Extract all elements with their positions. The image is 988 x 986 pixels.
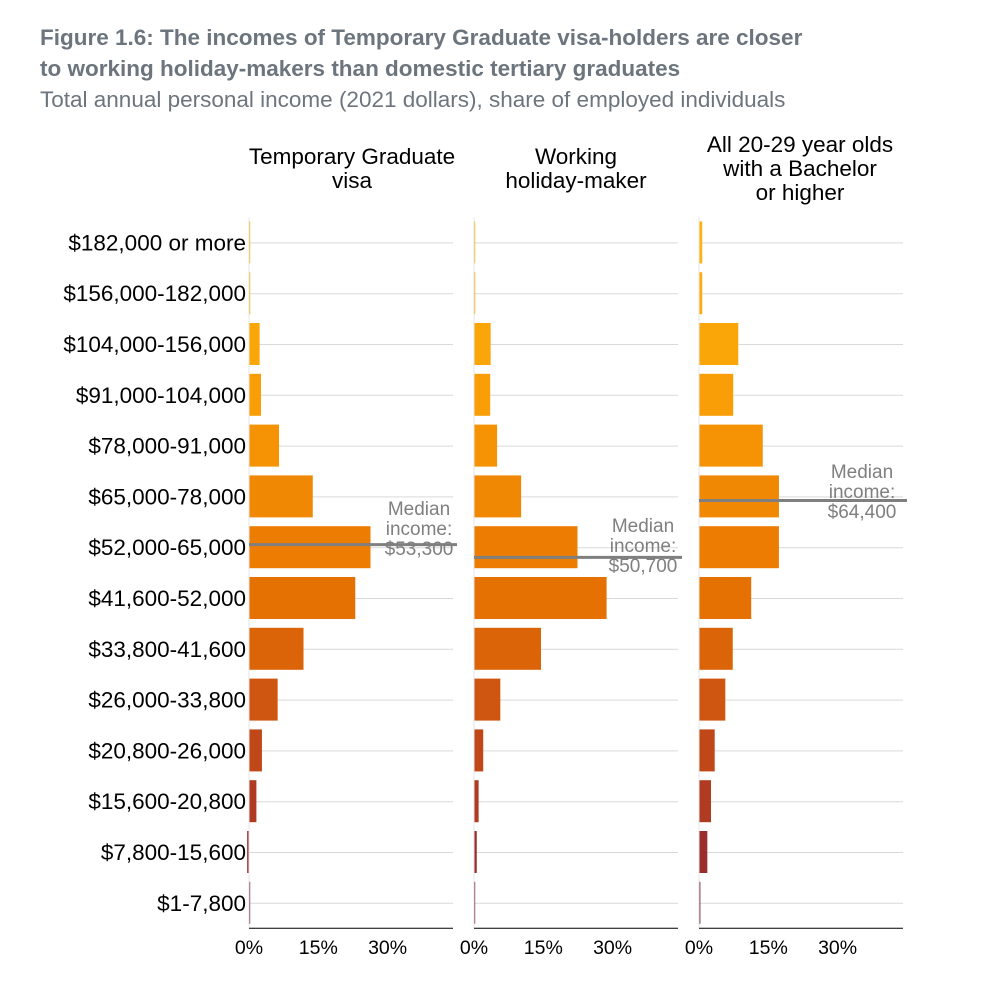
x-tick-label: 15% — [299, 937, 338, 959]
median-label: income: — [610, 536, 677, 557]
bar — [249, 272, 251, 315]
category-label: $1-7,800 — [157, 891, 246, 916]
median-label: income: — [829, 482, 896, 503]
median-label: Median — [612, 516, 674, 537]
bar — [699, 577, 752, 619]
panel-title: Temporary Graduate — [249, 144, 455, 169]
category-label: $26,000-33,800 — [88, 688, 246, 713]
bar — [474, 729, 484, 772]
bar — [247, 831, 249, 873]
bar — [249, 881, 251, 924]
median-label: Median — [831, 462, 893, 483]
bar — [474, 272, 476, 315]
bar — [699, 881, 701, 924]
category-label: $7,800-15,600 — [101, 840, 246, 865]
bar — [699, 272, 703, 315]
bar — [699, 323, 739, 365]
x-tick-label: 0% — [235, 937, 263, 959]
bar — [699, 424, 763, 467]
bar — [699, 221, 703, 264]
category-label: $15,600-20,800 — [88, 789, 246, 814]
x-tick-label: 15% — [524, 937, 563, 959]
bar — [699, 729, 715, 772]
bar — [699, 526, 779, 569]
x-tick-label: 0% — [460, 937, 488, 959]
bar — [249, 373, 262, 416]
category-label: $41,600-52,000 — [88, 586, 246, 611]
median-label: $64,400 — [828, 502, 897, 523]
x-tick-label: 15% — [749, 937, 788, 959]
bar — [699, 780, 712, 823]
category-label: $65,000-78,000 — [88, 484, 246, 509]
x-tick-label: 30% — [593, 937, 632, 959]
bar — [474, 577, 607, 619]
bar — [474, 678, 501, 721]
bar — [474, 221, 476, 264]
bar — [249, 323, 260, 365]
category-label: $52,000-65,000 — [88, 535, 246, 560]
chart-title: Figure 1.6: The incomes of Temporary Gra… — [40, 22, 940, 84]
bar — [474, 475, 522, 518]
category-label: $78,000-91,000 — [88, 434, 246, 459]
bar — [474, 780, 479, 823]
bar — [699, 373, 734, 416]
category-label: $104,000-156,000 — [63, 332, 246, 357]
panel-title: holiday-maker — [505, 168, 647, 193]
panel-title: with a Bachelor — [722, 156, 877, 181]
bar — [249, 627, 304, 670]
panel-title: Working — [535, 144, 617, 169]
bar — [474, 323, 491, 365]
category-label: $20,800-26,000 — [88, 738, 246, 763]
x-tick-label: 0% — [685, 937, 713, 959]
x-tick-label: 30% — [368, 937, 407, 959]
bar — [249, 678, 278, 721]
category-label: $182,000 or more — [68, 230, 246, 255]
bar — [474, 627, 541, 670]
bar — [249, 475, 313, 518]
bar — [249, 780, 257, 823]
bar — [474, 424, 498, 467]
median-label: income: — [386, 519, 453, 540]
panel-title: or higher — [756, 180, 845, 205]
panel-title: All 20-29 year olds — [707, 132, 893, 157]
median-label: $50,700 — [609, 556, 678, 577]
bar — [249, 221, 251, 264]
x-tick-label: 30% — [818, 937, 857, 959]
bar — [249, 577, 356, 619]
bar — [474, 373, 491, 416]
chart-title-line-1: Figure 1.6: The incomes of Temporary Gra… — [40, 25, 803, 50]
panel-title: visa — [332, 168, 372, 193]
bar — [699, 678, 726, 721]
bar — [699, 475, 779, 518]
median-label: $53,300 — [385, 539, 454, 560]
category-label: $91,000-104,000 — [76, 383, 246, 408]
bar — [249, 526, 371, 569]
bar — [249, 729, 262, 772]
bar — [474, 526, 578, 569]
median-label: Median — [388, 499, 450, 520]
chart-title-line-2: to working holiday-makers than domestic … — [40, 56, 681, 81]
bar — [249, 424, 280, 467]
chart-subtitle: Total annual personal income (2021 dolla… — [40, 87, 786, 112]
bar — [699, 627, 733, 670]
bar — [699, 831, 708, 873]
bar — [474, 831, 477, 873]
category-label: $156,000-182,000 — [63, 281, 246, 306]
bar — [474, 881, 476, 924]
category-label: $33,800-41,600 — [88, 637, 246, 662]
